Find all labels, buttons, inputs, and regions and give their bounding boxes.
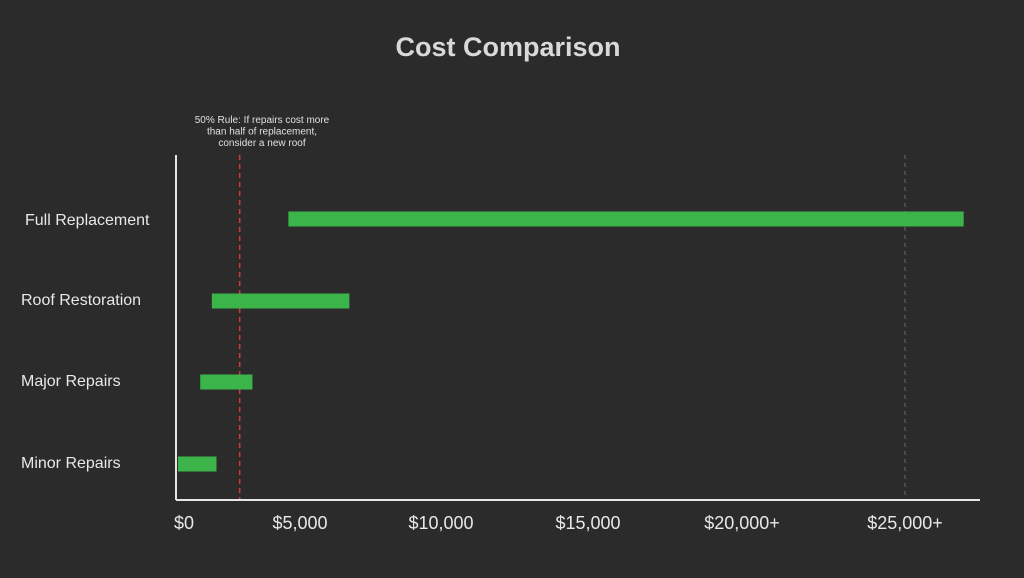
reference-lines: [238, 155, 906, 500]
bar-full-replacement: [288, 211, 964, 227]
axes: [175, 155, 980, 501]
x-tick-labels: $0 $5,000 $10,000 $15,000 $20,000+ $25,000+: [174, 513, 943, 533]
category-label: Major Repairs: [21, 373, 121, 390]
x-tick-label: $5,000: [272, 513, 327, 533]
reference-annotation-line: 50% Rule: If repairs cost more: [195, 115, 330, 126]
category-label: Roof Restoration: [21, 292, 141, 309]
x-tick-label: $25,000+: [867, 513, 943, 533]
bar-minor-repairs: [178, 456, 217, 472]
chart-title: Cost Comparison: [395, 32, 620, 62]
bar-roof-restoration: [211, 293, 350, 309]
x-tick-label: $0: [174, 513, 194, 533]
reference-annotation-line: consider a new roof: [218, 138, 305, 149]
category-labels: Full Replacement Roof Restoration Major Re…: [21, 212, 150, 472]
category-label: Full Replacement: [25, 212, 150, 229]
reference-annotation-line: than half of replacement,: [207, 127, 317, 138]
x-tick-label: $10,000: [408, 513, 473, 533]
x-tick-label: $15,000: [555, 513, 620, 533]
bars: [178, 211, 964, 472]
category-label: Minor Repairs: [21, 455, 121, 472]
x-tick-label: $20,000+: [704, 513, 780, 533]
bar-major-repairs: [200, 374, 253, 390]
